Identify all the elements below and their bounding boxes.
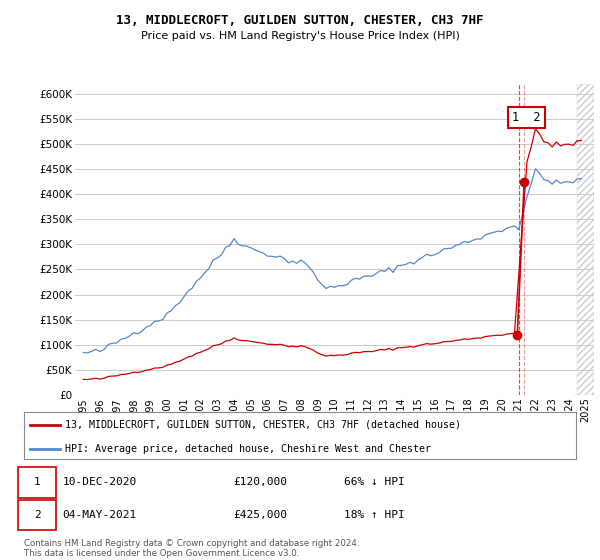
Text: 1  2: 1 2 (512, 111, 541, 124)
Text: 13, MIDDLECROFT, GUILDEN SUTTON, CHESTER, CH3 7HF: 13, MIDDLECROFT, GUILDEN SUTTON, CHESTER… (116, 14, 484, 27)
Text: 66% ↓ HPI: 66% ↓ HPI (344, 477, 405, 487)
Text: Price paid vs. HM Land Registry's House Price Index (HPI): Price paid vs. HM Land Registry's House … (140, 31, 460, 41)
Text: 04-MAY-2021: 04-MAY-2021 (62, 510, 137, 520)
Text: 13, MIDDLECROFT, GUILDEN SUTTON, CHESTER, CH3 7HF (detached house): 13, MIDDLECROFT, GUILDEN SUTTON, CHESTER… (65, 420, 461, 430)
Text: 2: 2 (34, 510, 41, 520)
Text: £425,000: £425,000 (234, 510, 288, 520)
Text: 10-DEC-2020: 10-DEC-2020 (62, 477, 137, 487)
Text: 1: 1 (34, 477, 41, 487)
FancyBboxPatch shape (19, 466, 56, 498)
Text: £120,000: £120,000 (234, 477, 288, 487)
FancyBboxPatch shape (19, 500, 56, 530)
Text: 18% ↑ HPI: 18% ↑ HPI (344, 510, 405, 520)
Text: Contains HM Land Registry data © Crown copyright and database right 2024.
This d: Contains HM Land Registry data © Crown c… (24, 539, 359, 558)
Text: HPI: Average price, detached house, Cheshire West and Chester: HPI: Average price, detached house, Ches… (65, 444, 431, 454)
